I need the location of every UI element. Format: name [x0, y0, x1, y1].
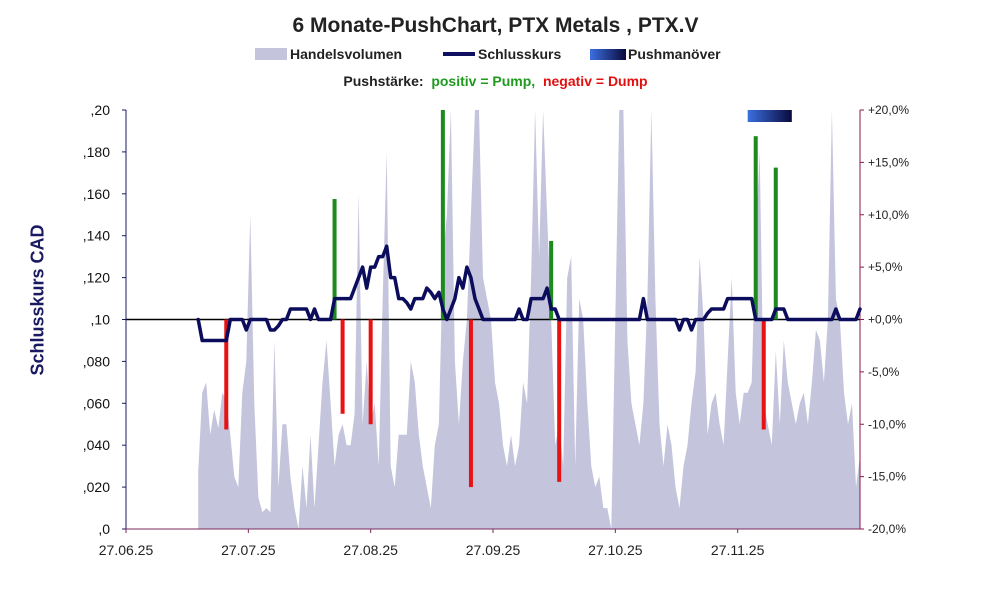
x-tick-label: 27.07.25: [221, 542, 276, 558]
left-tick-label: ,080: [83, 353, 110, 369]
x-tick-label: 27.11.25: [711, 542, 765, 558]
legend-push: Pushmanöver: [590, 46, 721, 62]
x-tick-label: 27.06.25: [99, 542, 154, 558]
chart-title: 6 Monate-PushChart, PTX Metals , PTX.V: [292, 14, 699, 37]
dump-bar: [761, 319, 766, 430]
legend-volume: Handelsvolumen: [255, 46, 402, 62]
right-tick-label: +5,0%: [868, 260, 903, 274]
push-strength-label: Pushstärke:: [343, 73, 424, 89]
left-tick-label: ,160: [83, 186, 110, 202]
right-tick-label: +10,0%: [868, 208, 909, 222]
x-tick-label: 27.08.25: [343, 542, 398, 558]
legend-volume-label: Handelsvolumen: [290, 46, 403, 62]
right-tick-label: -20,0%: [868, 522, 906, 536]
right-tick-label: +15,0%: [868, 155, 909, 169]
dump-bar: [557, 319, 562, 482]
dump-bar: [224, 319, 229, 430]
left-tick-label: ,20: [91, 102, 111, 118]
left-tick-label: ,040: [83, 437, 110, 453]
pump-bar: [753, 136, 758, 320]
push-swatch: [590, 48, 626, 60]
pump-bar: [549, 240, 554, 320]
volume-area: [198, 110, 860, 529]
left-tick-label: ,0: [98, 521, 110, 537]
right-tick-label: -5,0%: [868, 365, 900, 379]
push-positive-label: positiv = Pump,: [431, 73, 536, 89]
dump-bar: [468, 319, 473, 488]
left-tick-label: ,020: [83, 479, 110, 495]
left-tick-label: ,10: [91, 312, 111, 328]
x-tick-label: 27.09.25: [466, 542, 521, 558]
dump-bar: [368, 319, 373, 425]
push-negative-label: negativ = Dump: [542, 73, 648, 89]
push-strength-legend: Pushstärke: positiv = Pump, negativ = Du…: [0, 73, 991, 89]
right-tick-label: +0,0%: [868, 313, 903, 327]
left-tick-label: ,180: [83, 144, 110, 160]
push-manoeuvre-marker: [747, 110, 792, 122]
dump-bar: [340, 319, 345, 414]
legend-close-label: Schlusskurs: [478, 46, 562, 62]
left-tick-label: ,060: [83, 395, 110, 411]
right-tick-label: -15,0%: [868, 470, 906, 484]
right-tick-label: +20,0%: [868, 103, 909, 117]
legend-push-label: Pushmanöver: [628, 46, 721, 62]
left-tick-label: ,120: [83, 270, 110, 286]
volume-swatch: [255, 48, 287, 60]
legend: Handelsvolumen Schlusskurs Pushmanöver: [250, 46, 750, 66]
pump-bar: [440, 110, 445, 320]
close-line: [196, 244, 862, 343]
pump-bar: [773, 167, 778, 320]
close-swatch: [443, 52, 475, 56]
x-tick-label: 27.10.25: [588, 542, 643, 558]
left-tick-label: ,140: [83, 228, 110, 244]
legend-close: Schlusskurs: [443, 46, 561, 62]
right-tick-label: -10,0%: [868, 417, 906, 431]
pump-bar: [332, 199, 337, 320]
